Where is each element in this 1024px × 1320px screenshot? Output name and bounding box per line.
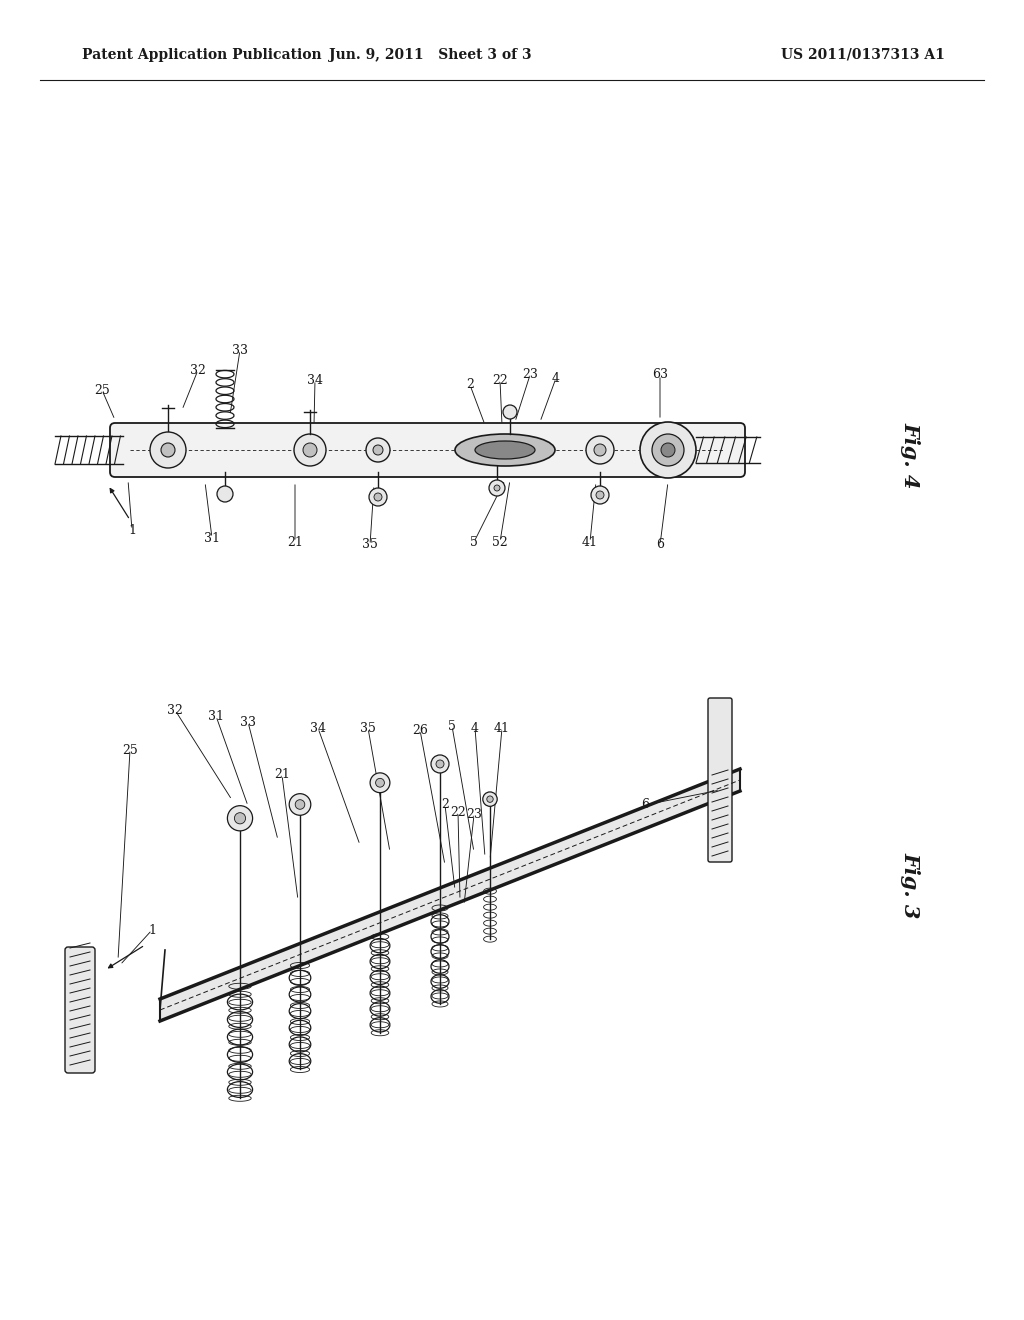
FancyBboxPatch shape (708, 698, 732, 862)
Circle shape (482, 792, 498, 807)
Text: 21: 21 (287, 536, 303, 549)
Text: 33: 33 (240, 715, 256, 729)
Circle shape (640, 422, 696, 478)
Text: 41: 41 (494, 722, 510, 734)
Text: 4: 4 (471, 722, 479, 734)
Text: 34: 34 (307, 374, 323, 387)
Text: 1: 1 (128, 524, 136, 536)
Polygon shape (160, 770, 740, 1020)
Circle shape (289, 793, 311, 816)
Ellipse shape (455, 434, 555, 466)
Text: 26: 26 (412, 723, 428, 737)
Text: 25: 25 (94, 384, 110, 396)
Circle shape (294, 434, 326, 466)
Circle shape (596, 491, 604, 499)
Circle shape (161, 444, 175, 457)
Circle shape (662, 444, 675, 457)
Text: 5: 5 (449, 719, 456, 733)
Circle shape (295, 800, 305, 809)
Text: 33: 33 (232, 343, 248, 356)
Circle shape (489, 480, 505, 496)
Text: 4: 4 (552, 371, 560, 384)
Text: 35: 35 (360, 722, 376, 734)
Text: 41: 41 (582, 536, 598, 549)
Circle shape (227, 805, 253, 830)
Circle shape (652, 434, 684, 466)
Circle shape (374, 492, 382, 502)
Circle shape (373, 445, 383, 455)
Circle shape (594, 444, 606, 455)
Text: 52: 52 (493, 536, 508, 549)
Text: 22: 22 (493, 374, 508, 387)
Circle shape (503, 405, 517, 418)
Circle shape (366, 438, 390, 462)
Text: 32: 32 (167, 704, 183, 717)
Text: 6: 6 (641, 799, 649, 812)
Circle shape (234, 813, 246, 824)
Text: 2: 2 (441, 799, 449, 812)
Text: 1: 1 (148, 924, 156, 936)
Text: 25: 25 (122, 743, 138, 756)
Text: 23: 23 (522, 368, 538, 381)
Text: 35: 35 (362, 539, 378, 552)
Text: 6: 6 (656, 539, 664, 552)
Text: 2: 2 (466, 379, 474, 392)
Circle shape (486, 796, 494, 803)
Circle shape (431, 755, 449, 774)
FancyBboxPatch shape (65, 946, 95, 1073)
Circle shape (586, 436, 614, 465)
Circle shape (436, 760, 444, 768)
Text: 34: 34 (310, 722, 326, 734)
Circle shape (217, 486, 233, 502)
Circle shape (370, 772, 390, 792)
FancyBboxPatch shape (110, 422, 745, 477)
Text: Patent Application Publication: Patent Application Publication (82, 48, 322, 62)
Text: 5: 5 (470, 536, 478, 549)
Text: US 2011/0137313 A1: US 2011/0137313 A1 (781, 48, 945, 62)
Circle shape (376, 779, 384, 787)
Text: 23: 23 (466, 808, 482, 821)
Text: Fig. 4: Fig. 4 (900, 422, 920, 488)
Circle shape (591, 486, 609, 504)
Text: 21: 21 (274, 768, 290, 781)
Text: 31: 31 (208, 710, 224, 722)
Text: 63: 63 (652, 368, 668, 381)
Text: Fig. 3: Fig. 3 (900, 851, 920, 919)
Circle shape (369, 488, 387, 506)
Text: 32: 32 (190, 363, 206, 376)
Text: 31: 31 (204, 532, 220, 544)
Circle shape (303, 444, 317, 457)
Text: 22: 22 (451, 805, 466, 818)
Circle shape (494, 484, 500, 491)
Text: Jun. 9, 2011   Sheet 3 of 3: Jun. 9, 2011 Sheet 3 of 3 (329, 48, 531, 62)
Ellipse shape (475, 441, 535, 459)
Circle shape (150, 432, 186, 469)
